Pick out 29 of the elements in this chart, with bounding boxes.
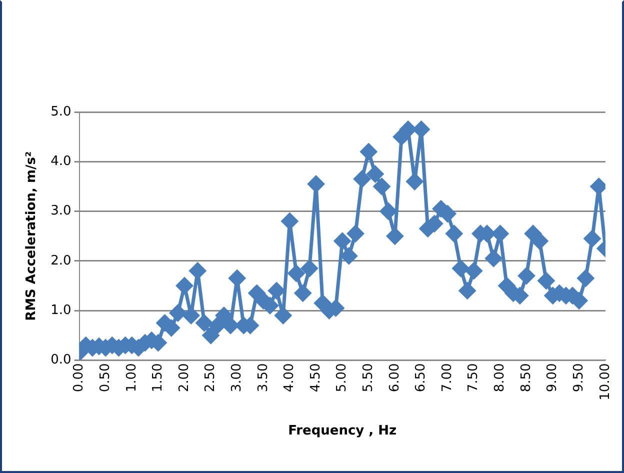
x-tick-label: 0.50	[98, 363, 113, 392]
x-tick-label: 10.00	[598, 363, 613, 400]
x-tick-label: 3.50	[256, 363, 271, 392]
x-tick-label: 8.00	[492, 363, 508, 392]
x-tick-label: 4.50	[308, 363, 324, 392]
y-tick-label: 3.0	[50, 204, 72, 219]
x-tick-label: 9.50	[571, 363, 586, 392]
y-tick-label: 4.0	[50, 154, 72, 170]
x-tick-label: 5.00	[334, 363, 350, 392]
y-tick-label: 2.0	[50, 253, 72, 268]
x-tick-label: 9.00	[545, 363, 560, 392]
y-tick-label: 0.0	[50, 352, 72, 368]
x-tick-label: 1.50	[150, 363, 166, 392]
y-axis-title: RMS Acceleration, m/s²	[24, 151, 40, 321]
x-tick-label: 7.00	[440, 363, 455, 392]
x-tick-label: 7.50	[466, 363, 482, 392]
x-tick-label: 6.50	[414, 363, 429, 392]
x-tick-label: 1.00	[124, 363, 140, 392]
x-tick-label: 2.00	[176, 363, 192, 392]
x-tick-label: 6.00	[387, 363, 402, 392]
x-axis-title: Frequency , Hz	[288, 424, 397, 439]
y-tick-label: 5.0	[50, 104, 72, 120]
x-tick-label: 3.00	[229, 363, 244, 392]
x-tick-label: 8.50	[518, 363, 534, 392]
x-tick-label: 5.50	[361, 363, 376, 392]
y-tick-label: 1.0	[50, 302, 72, 318]
x-tick-label: 0.00	[72, 363, 87, 392]
x-tick-label: 2.50	[203, 363, 218, 392]
x-tick-label: 4.00	[282, 363, 298, 392]
